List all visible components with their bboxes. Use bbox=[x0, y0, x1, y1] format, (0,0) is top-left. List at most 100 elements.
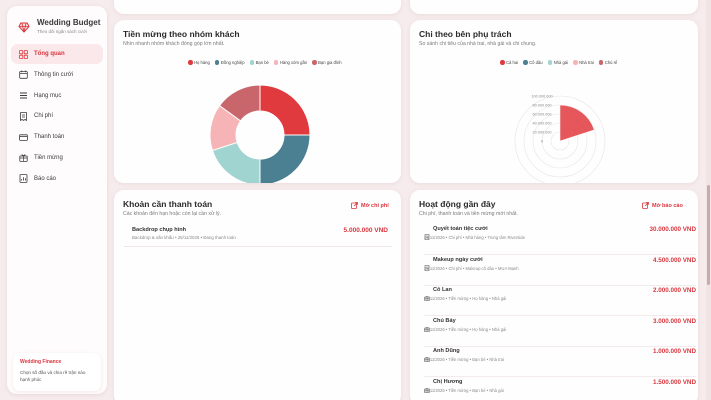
legend-item[interactable]: Nhà gái bbox=[547, 60, 568, 65]
gift-icon bbox=[424, 319, 430, 332]
sidebar-item-6[interactable]: Báo cáo bbox=[11, 169, 103, 189]
activity-name: Chú Bảy bbox=[433, 317, 456, 324]
sidebar-item-label: Thông tin cưới bbox=[34, 71, 73, 78]
receipt-icon bbox=[19, 112, 28, 121]
sidebar-item-label: Tổng quan bbox=[34, 51, 65, 57]
finance-card: Wedding Finance Chọn số đầu và chia rẽ t… bbox=[13, 353, 101, 391]
activity-amount: 3.000.000 VND bbox=[652, 317, 696, 325]
legend-item[interactable]: Họ hàng bbox=[188, 60, 210, 65]
payment-card: Khoản cần thanh toán Các khoản đến hạn h… bbox=[114, 190, 401, 400]
polar-segment[interactable] bbox=[559, 104, 595, 142]
legend-swatch bbox=[273, 60, 279, 65]
activity-name: Chị Hương bbox=[433, 378, 463, 385]
activity-amount: 1.000.000 VND bbox=[652, 348, 696, 355]
activity-card: Hoạt động gần đây Chi phí, thanh toán và… bbox=[410, 190, 698, 400]
open-report-label: Mở báo cáo bbox=[652, 202, 683, 209]
legend-label: Đồng nghiệp bbox=[220, 60, 245, 65]
activity-row[interactable]: Chú Bảy 29/11/2026 • Tiền mừng • Họ hàng… bbox=[424, 315, 696, 347]
activity-name: Quyết toán tiệc cưới bbox=[433, 226, 488, 232]
side-legend: Cả hai Cô dâu Nhà gái Nhà trai Chú rể bbox=[500, 60, 617, 65]
open-expenses-button[interactable]: Mở chi phí bbox=[351, 202, 389, 209]
activity-row[interactable]: Cô Lan 29/11/2026 • Tiền mừng • Họ hàng … bbox=[424, 284, 696, 316]
open-report-button[interactable]: Mở báo cáo bbox=[642, 202, 683, 209]
legend-swatch bbox=[188, 60, 193, 65]
activity-card-subtitle: Chi phí, thanh toán và tiền mừng mới nhấ… bbox=[419, 211, 518, 217]
legend-swatch bbox=[598, 60, 604, 65]
activity-row[interactable]: Anh Dũng 29/11/2026 • Tiền mừng • Bạn bè… bbox=[424, 345, 696, 377]
polar-tick-label: 20.000.000 bbox=[532, 131, 551, 135]
polar-tick-label: 0 bbox=[541, 140, 543, 144]
brand-title: Wedding Budget bbox=[37, 18, 101, 27]
legend-item[interactable]: Chú rể bbox=[598, 60, 617, 65]
side-spend-card: Chi theo bên phụ trách So sánh chi tiêu … bbox=[410, 20, 698, 183]
activity-meta: 29/11/2026 • Tiền mừng • Họ hàng • Nhà g… bbox=[424, 326, 507, 332]
finance-text: Chọn số đầu và chia rẽ trận nào hạnh phú… bbox=[20, 370, 86, 383]
heart-gem-icon bbox=[18, 22, 30, 33]
activity-meta: 29/11/2026 • Chi phí • Nhà hàng • Trung … bbox=[424, 235, 525, 240]
activity-meta: 29/11/2026 • Chi phí • Makeup cô dâu • M… bbox=[424, 265, 519, 271]
payment-row[interactable]: Backdrop chụp hình Backdrop & sân khấu •… bbox=[124, 221, 392, 247]
sidebar-item-2[interactable]: Hạng mục bbox=[11, 86, 103, 106]
activity-meta: 29/11/2026 • Tiền mừng • Bạn bè • Nhà tr… bbox=[424, 357, 504, 362]
legend-item[interactable]: Nhà trai bbox=[573, 60, 594, 65]
list-icon bbox=[19, 91, 28, 100]
activity-row[interactable]: Makeup ngày cưới 29/11/2026 • Chi phí • … bbox=[424, 254, 696, 286]
sidebar-item-label: Hạng mục bbox=[34, 92, 62, 99]
finance-title: Wedding Finance bbox=[20, 359, 62, 365]
legend-label: Họ hàng bbox=[194, 60, 210, 65]
gift-icon bbox=[424, 380, 430, 393]
payment-name: Backdrop chụp hình bbox=[132, 227, 187, 233]
sidebar-item-4[interactable]: Thanh toán bbox=[11, 127, 103, 147]
polar-grid-ring bbox=[514, 95, 606, 183]
donut-slice[interactable] bbox=[218, 84, 261, 122]
guest-donut-chart bbox=[209, 84, 311, 183]
donut-slice[interactable] bbox=[259, 134, 311, 183]
gift-icon bbox=[424, 349, 430, 362]
activity-amount: 4.500.000 VND bbox=[652, 256, 696, 264]
donut-slice[interactable] bbox=[259, 84, 311, 136]
sidebar-item-label: Chi phí bbox=[34, 113, 54, 120]
legend-label: Cả hai bbox=[506, 60, 519, 65]
scrollbar-thumb[interactable] bbox=[707, 185, 710, 285]
receipt-icon bbox=[424, 227, 430, 241]
legend-swatch bbox=[249, 60, 255, 65]
report-icon bbox=[19, 174, 28, 184]
sidebar-nav: Tổng quan Thông tin cưới Hạng mục Chi phí Th… bbox=[11, 44, 103, 190]
legend-swatch bbox=[214, 60, 220, 65]
activity-name: Anh Dũng bbox=[433, 348, 460, 354]
sidebar-item-3[interactable]: Chi phí bbox=[11, 106, 103, 126]
activity-row[interactable]: Chị Hương 29/11/2026 • Tiền mừng • Bạn b… bbox=[424, 376, 696, 400]
legend-label: Nhà trai bbox=[579, 60, 594, 65]
activity-row[interactable]: Quyết toán tiệc cưới 29/11/2026 • Chi ph… bbox=[424, 223, 696, 255]
sidebar-item-label: Tiền mừng bbox=[34, 154, 63, 161]
legend-label: Bạn bè bbox=[255, 60, 269, 65]
polar-segment[interactable] bbox=[559, 140, 561, 143]
legend-item[interactable]: Cả hai bbox=[500, 60, 518, 65]
brand-subtitle: Theo dõi ngân sách cưới bbox=[37, 29, 87, 34]
brand[interactable]: Wedding Budget Theo dõi ngân sách cưới bbox=[17, 18, 100, 34]
sidebar-item-0[interactable]: Tổng quan bbox=[11, 44, 103, 64]
legend-item[interactable]: Bạn gia đình bbox=[312, 60, 342, 65]
top-card-left bbox=[114, 0, 401, 14]
sidebar-item-5[interactable]: Tiền mừng bbox=[11, 148, 103, 168]
top-card-right bbox=[410, 0, 698, 14]
legend-item[interactable]: Hàng xóm gần bbox=[273, 60, 307, 65]
polar-tick-label: 60.000.000 bbox=[532, 113, 551, 117]
sidebar-item-1[interactable]: Thông tin cưới bbox=[11, 65, 103, 85]
sidebar: Wedding Budget Theo dõi ngân sách cưới T… bbox=[7, 6, 107, 394]
open-expenses-label: Mở chi phí bbox=[361, 202, 389, 209]
legend-item[interactable]: Đồng nghiệp bbox=[214, 60, 245, 65]
payment-card-subtitle: Các khoản đến hạn hoặc còn lại cần xử lý… bbox=[123, 211, 222, 217]
legend-item[interactable]: Bạn bè bbox=[249, 60, 269, 65]
activity-card-title: Hoạt động gần đây bbox=[419, 199, 496, 209]
guest-card-title: Tiền mừng theo nhóm khách bbox=[123, 29, 240, 39]
guest-card-subtitle: Nhìn nhanh nhóm khách đóng góp lớn nhất. bbox=[123, 41, 225, 47]
activity-meta: 29/11/2026 • Tiền mừng • Bạn bè • Nhà gá… bbox=[424, 387, 504, 393]
legend-item[interactable]: Cô dâu bbox=[523, 60, 543, 65]
page-scrollbar[interactable] bbox=[706, 0, 711, 400]
external-link-icon bbox=[351, 202, 358, 209]
guest-legend: Họ hàng Đồng nghiệp Bạn bè Hàng xóm gần Bạn … bbox=[188, 60, 342, 65]
polar-tick-label: 40.000.000 bbox=[532, 122, 551, 126]
activity-name: Makeup ngày cưới bbox=[433, 256, 483, 263]
legend-label: Cô dâu bbox=[529, 60, 543, 65]
